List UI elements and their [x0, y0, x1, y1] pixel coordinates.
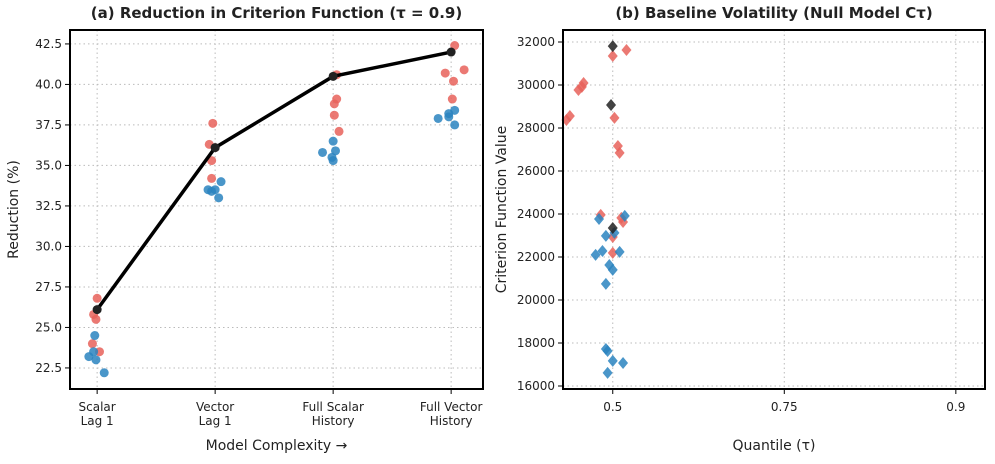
diamond-point [609, 111, 620, 124]
diamond-point [607, 263, 618, 276]
diamond-point [607, 246, 618, 259]
diamond-point [602, 344, 613, 357]
y-tick-label: 18000 [517, 336, 555, 350]
mean-line [95, 50, 452, 311]
mean-point [446, 47, 456, 57]
y-axis-label: Criterion Function Value [494, 126, 510, 294]
diamond-point [597, 244, 608, 257]
chart-title: (a) Reduction in Criterion Function (τ =… [91, 4, 462, 22]
y-tick-label: 26000 [517, 164, 555, 178]
dot-point [334, 126, 344, 136]
diamond-point [619, 209, 630, 222]
mean-point [92, 305, 102, 315]
y-tick-label: 32.5 [35, 199, 62, 213]
dot-point [90, 331, 100, 341]
dot-point [216, 177, 226, 187]
x-tick-label: Vector Lag 1 [196, 400, 234, 428]
x-tick-label: 0.9 [946, 400, 965, 414]
y-tick-label: 42.5 [35, 37, 62, 51]
x-tick-label: Full Vector History [420, 400, 483, 428]
y-tick-label: 30000 [517, 78, 555, 92]
diamond-point [594, 212, 605, 225]
y-tick-label: 20000 [517, 293, 555, 307]
diamond-point [607, 49, 618, 62]
dot-point [99, 368, 109, 378]
y-tick-label: 22000 [517, 250, 555, 264]
diamond-point [607, 40, 618, 53]
y-tick-label: 32000 [517, 35, 555, 49]
dot-point [327, 152, 337, 162]
y-tick-label: 30.0 [35, 239, 62, 253]
dot-point [440, 68, 450, 78]
diamond-point [607, 354, 618, 367]
dot-point [447, 94, 457, 104]
dot-point [459, 65, 469, 75]
dot-point [329, 99, 339, 109]
x-tick-label: 0.75 [771, 400, 798, 414]
x-tick-label: Full Scalar History [302, 400, 364, 428]
y-tick-label: 24000 [517, 207, 555, 221]
diamond-point [564, 109, 575, 122]
dot-point [207, 186, 217, 196]
y-tick-label: 35.0 [35, 158, 62, 172]
dot-point [208, 118, 218, 128]
dot-point [91, 355, 101, 365]
mean-point [328, 71, 338, 81]
diamond-point [618, 356, 629, 369]
plot-frame [562, 29, 986, 390]
dot-point [87, 339, 97, 349]
diamond-point [590, 248, 601, 261]
diamond-point [607, 221, 618, 234]
y-tick-label: 22.5 [35, 361, 62, 375]
y-tick-label: 25.0 [35, 320, 62, 334]
y-axis-label: Reduction (%) [6, 160, 22, 259]
dot-point [328, 136, 338, 146]
y-tick-label: 28000 [517, 121, 555, 135]
diamond-point [600, 229, 611, 242]
dot-point [444, 109, 454, 119]
dot-point [318, 147, 328, 157]
y-tick-label: 40.0 [35, 77, 62, 91]
dot-point [450, 120, 460, 130]
y-tick-label: 16000 [517, 379, 555, 393]
diamond-point [578, 77, 589, 90]
plot-frame [69, 29, 484, 390]
x-axis-label: Quantile (τ) [732, 438, 815, 454]
dot-point [449, 76, 458, 86]
dot-point [89, 347, 99, 357]
dot-point [92, 293, 102, 303]
mean-point [210, 143, 220, 153]
diamond-point [621, 43, 632, 56]
chart-title: (b) Baseline Volatility (Null Model Cτ) [615, 4, 932, 22]
dot-point [207, 173, 217, 183]
dot-point [329, 110, 339, 120]
y-tick-label: 27.5 [35, 280, 62, 294]
diamond-point [614, 146, 625, 159]
diamond-point [602, 366, 613, 379]
diamond-point [600, 277, 611, 290]
diamond-point [614, 245, 625, 258]
x-tick-label: Scalar Lag 1 [79, 400, 116, 428]
dot-point [214, 193, 224, 203]
dot-point [433, 113, 443, 123]
x-axis-label: Model Complexity → [206, 438, 348, 454]
x-tick-label: 0.5 [603, 400, 622, 414]
diamond-point [606, 98, 617, 111]
dot-point [91, 314, 101, 324]
y-tick-label: 37.5 [35, 118, 62, 132]
